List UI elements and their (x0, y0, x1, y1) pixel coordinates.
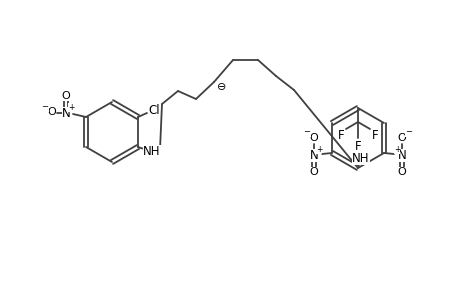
Text: O: O (62, 91, 70, 101)
Text: −: − (303, 128, 310, 136)
Text: N: N (309, 148, 318, 161)
Text: N: N (397, 148, 405, 161)
Text: Cl: Cl (148, 103, 159, 116)
Text: ⊖: ⊖ (217, 82, 226, 92)
Text: F: F (354, 140, 360, 152)
Text: F: F (337, 128, 344, 142)
Text: O: O (309, 167, 318, 177)
Text: +: + (393, 145, 399, 154)
Text: O: O (397, 167, 405, 177)
Text: −: − (41, 103, 48, 112)
Text: NH: NH (143, 145, 160, 158)
Text: +: + (67, 103, 74, 112)
Text: O: O (397, 133, 405, 143)
Text: O: O (48, 107, 56, 117)
Text: O: O (309, 133, 318, 143)
Text: +: + (315, 145, 321, 154)
Text: N: N (62, 106, 70, 119)
Text: NH: NH (352, 152, 369, 164)
Text: F: F (371, 128, 377, 142)
Text: −: − (404, 128, 412, 136)
